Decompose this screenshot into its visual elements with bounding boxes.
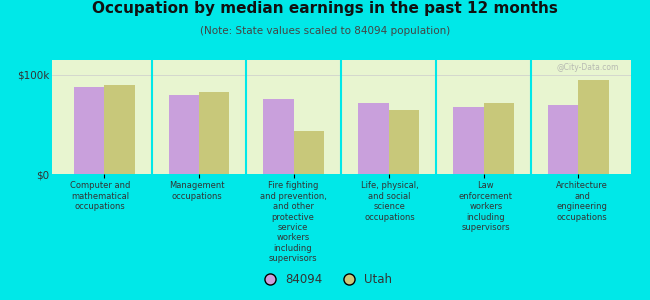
Bar [358,103,389,174]
Bar [263,99,294,174]
Bar [74,87,104,174]
Bar [199,92,229,174]
Text: Fire fighting
and prevention,
and other
protective
service
workers
including
sup: Fire fighting and prevention, and other … [259,182,326,263]
Legend: 84094, Utah: 84094, Utah [254,269,396,291]
Text: Architecture
and
engineering
occupations: Architecture and engineering occupations [556,182,608,222]
Bar [484,103,514,174]
Bar [453,106,484,174]
Bar [578,80,608,174]
Text: @City-Data.com: @City-Data.com [556,63,619,72]
Bar [168,95,199,174]
Bar [389,110,419,174]
Bar [294,131,324,174]
Text: Management
occupations: Management occupations [169,182,224,201]
Text: Life, physical,
and social
science
occupations: Life, physical, and social science occup… [361,182,419,222]
Text: Law
enforcement
workers
including
supervisors: Law enforcement workers including superv… [459,182,513,232]
Text: Occupation by median earnings in the past 12 months: Occupation by median earnings in the pas… [92,2,558,16]
Text: Computer and
mathematical
occupations: Computer and mathematical occupations [70,182,131,211]
Bar [548,105,578,174]
Bar [104,85,135,174]
Text: (Note: State values scaled to 84094 population): (Note: State values scaled to 84094 popu… [200,26,450,35]
